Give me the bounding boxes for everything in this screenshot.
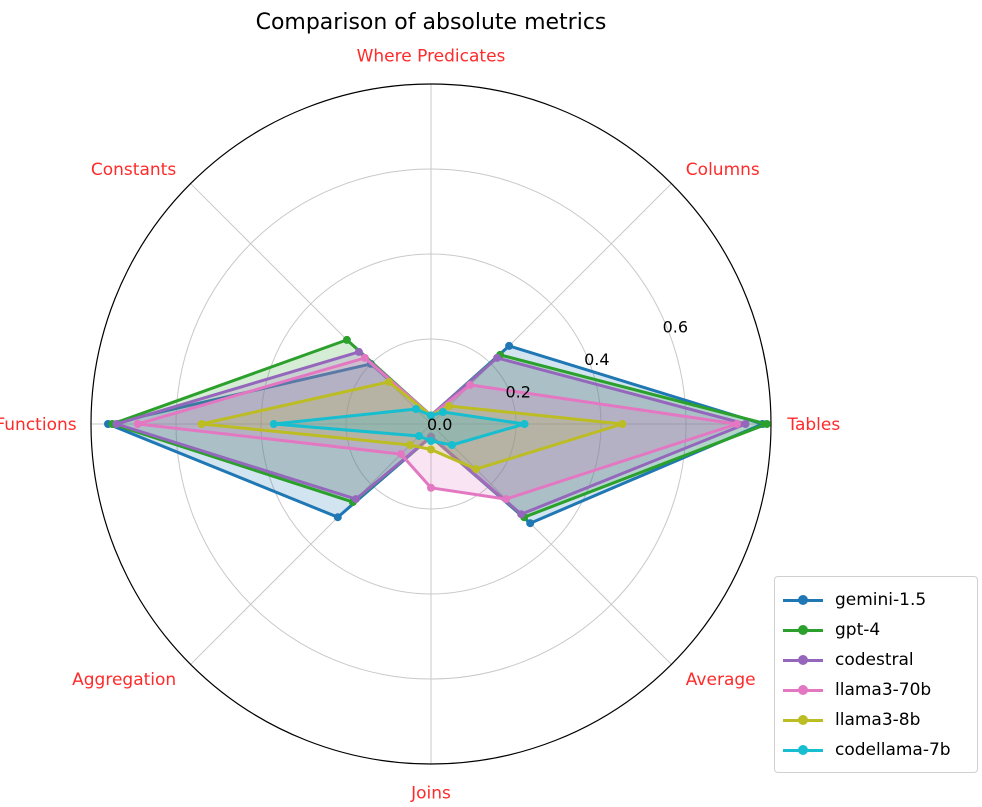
legend-item: llama3-8b xyxy=(783,705,977,735)
series-gpt-4-point xyxy=(343,336,351,344)
legend-label: llama3-8b xyxy=(835,710,920,730)
legend-item: codellama-7b xyxy=(783,735,977,765)
axis-label-functions: Functions xyxy=(0,415,77,435)
legend-swatch xyxy=(783,593,823,607)
series-codestral-point xyxy=(493,354,501,362)
legend-swatch xyxy=(783,743,823,757)
series-codellama-7b-point xyxy=(521,420,529,428)
legend-label: codestral xyxy=(835,650,914,670)
legend-label: gpt-4 xyxy=(835,620,880,640)
legend-swatch xyxy=(783,683,823,697)
legend-item: llama3-70b xyxy=(783,675,977,705)
series-llama3-8b-point xyxy=(385,378,393,386)
series-llama3-70b-point xyxy=(466,381,474,389)
legend-label: codellama-7b xyxy=(835,740,951,760)
legend-swatch xyxy=(783,623,823,637)
series-codestral-point xyxy=(355,348,363,356)
legend-swatch xyxy=(783,653,823,667)
series-llama3-70b-point xyxy=(134,420,142,428)
series-llama3-8b-point xyxy=(427,446,435,454)
radial-tick-label: 0.2 xyxy=(506,383,531,402)
series-llama3-70b-point xyxy=(427,484,435,492)
series-codellama-7b-point xyxy=(270,420,278,428)
series-codellama-7b-point xyxy=(448,441,456,449)
series-llama3-70b-point xyxy=(733,420,741,428)
axis-label-joins: Joins xyxy=(410,783,451,803)
series-codellama-7b-point xyxy=(415,432,423,440)
series-gemini-1.5-point xyxy=(526,519,534,527)
radial-tick-label: 0.4 xyxy=(584,350,609,369)
legend-swatch xyxy=(783,713,823,727)
radial-tick-label: 0.0 xyxy=(427,415,452,434)
series-llama3-8b-point xyxy=(406,441,414,449)
axis-label-aggregation: Aggregation xyxy=(72,670,176,690)
legend-item: codestral xyxy=(783,645,977,675)
legend-label: gemini-1.5 xyxy=(835,590,926,610)
axis-label-columns: Columns xyxy=(686,160,760,180)
series-llama3-8b-point xyxy=(445,402,453,410)
series-codellama-7b-point xyxy=(412,405,420,413)
series-llama3-8b-point xyxy=(472,465,480,473)
series-codestral-point xyxy=(742,420,750,428)
legend-item: gpt-4 xyxy=(783,615,977,645)
series-llama3-70b-point xyxy=(397,450,405,458)
series-llama3-70b-point xyxy=(502,495,510,503)
series-codellama-7b-point xyxy=(427,437,435,445)
legend-item: gemini-1.5 xyxy=(783,585,977,615)
series-llama3-8b-point xyxy=(198,420,206,428)
series-gpt-4-point xyxy=(763,420,771,428)
series-llama3-8b-point xyxy=(618,420,626,428)
chart-title: Comparison of absolute metrics xyxy=(256,10,607,35)
radial-tick-label: 0.6 xyxy=(663,317,688,336)
series-gemini-1.5-point xyxy=(505,342,513,350)
axis-label-tables: Tables xyxy=(786,415,840,435)
series-codestral-point xyxy=(352,495,360,503)
series-codestral-point xyxy=(517,510,525,518)
series-codestral-point xyxy=(113,420,121,428)
series-llama3-70b-point xyxy=(361,354,369,362)
axis-label-average: Average xyxy=(686,670,756,690)
series-gemini-1.5-point xyxy=(334,513,342,521)
axis-label-constants: Constants xyxy=(91,160,176,180)
legend: gemini-1.5 gpt-4 codestral llama3-70b llama3… xyxy=(774,576,978,773)
legend-label: llama3-70b xyxy=(835,680,931,700)
axis-label-where-predicates: Where Predicates xyxy=(357,47,506,67)
